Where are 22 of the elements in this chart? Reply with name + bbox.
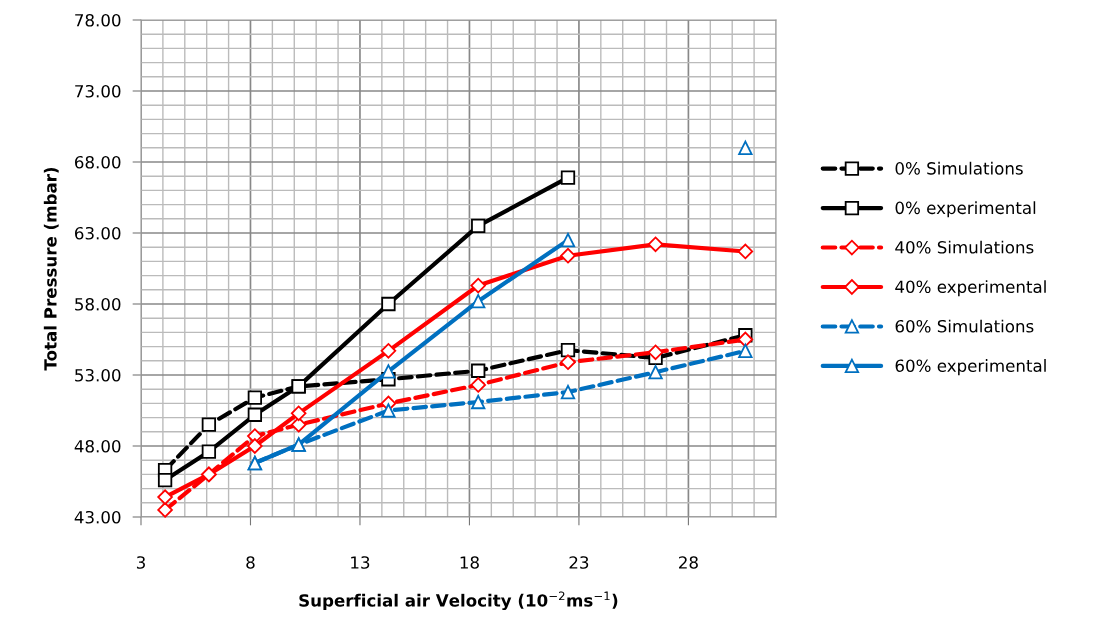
legend-label: 60% Simulations	[895, 319, 1034, 333]
x-tick-label: 8	[246, 556, 255, 569]
y-tick-label: 78.00	[75, 13, 121, 27]
legend-label: 40% Simulations	[895, 240, 1034, 254]
legend-label: 40% experimental	[895, 280, 1046, 297]
x-axis-title: Superficial air Velocity (10$^{−2}$ms$^{−1}$)	[299, 591, 618, 611]
y-tick-label: 48.00	[74, 439, 121, 453]
legend-label: 60% experimental	[895, 359, 1046, 376]
y-tick-label: 43.00	[74, 510, 121, 524]
legend-label: 0% Simulations	[895, 161, 1023, 175]
y-tick-label: 68.00	[75, 155, 121, 169]
y-axis-title: Total Pressure (mbar)	[43, 167, 59, 371]
y-tick-label: 58.00	[75, 297, 121, 311]
x-tick-label: 23	[569, 556, 589, 569]
x-tick-label: 13	[351, 556, 370, 569]
x-tick-label: 28	[679, 556, 698, 569]
y-tick-label: 63.00	[75, 226, 121, 240]
x-tick-label: 3	[136, 556, 145, 569]
y-tick-label: 53.00	[75, 368, 121, 382]
y-tick-label: 73.00	[75, 84, 121, 98]
x-tick-label: 18	[460, 556, 479, 569]
legend-label: 0% experimental	[895, 201, 1036, 218]
